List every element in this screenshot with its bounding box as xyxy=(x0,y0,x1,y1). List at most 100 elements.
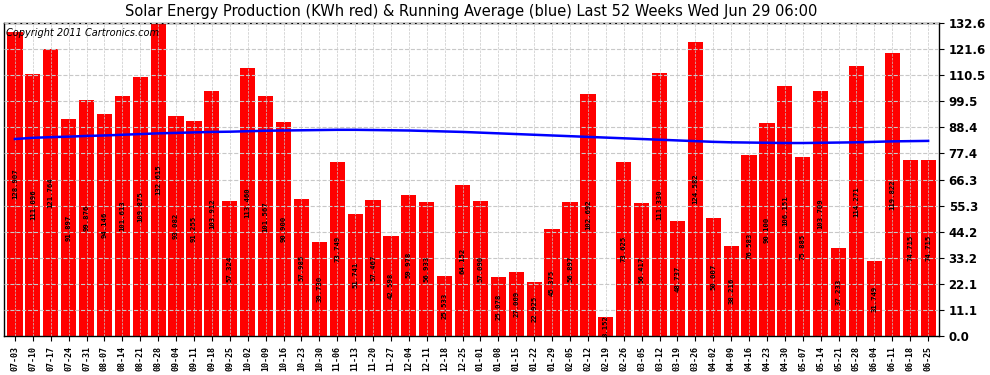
Bar xyxy=(867,261,882,336)
Text: 56.933: 56.933 xyxy=(424,256,430,282)
Text: 94.146: 94.146 xyxy=(101,212,108,238)
Text: 101.613: 101.613 xyxy=(120,201,126,231)
Text: 111.096: 111.096 xyxy=(30,190,36,220)
Text: 91.255: 91.255 xyxy=(191,215,197,242)
Text: 109.875: 109.875 xyxy=(138,191,144,222)
Bar xyxy=(79,100,94,336)
Bar xyxy=(813,91,829,336)
Text: 93.082: 93.082 xyxy=(173,213,179,239)
Bar xyxy=(241,68,255,336)
Text: 50.007: 50.007 xyxy=(710,264,716,290)
Bar xyxy=(61,119,76,336)
Bar xyxy=(795,157,811,336)
Text: 8.152: 8.152 xyxy=(603,315,609,338)
Text: 25.533: 25.533 xyxy=(442,293,447,319)
Bar xyxy=(25,74,41,336)
Bar xyxy=(921,160,936,336)
Bar xyxy=(527,282,542,336)
Text: 91.897: 91.897 xyxy=(65,214,71,241)
Bar xyxy=(473,201,488,336)
Text: Copyright 2011 Cartronics.com: Copyright 2011 Cartronics.com xyxy=(6,28,159,38)
Text: 102.692: 102.692 xyxy=(585,200,591,230)
Bar xyxy=(222,201,238,336)
Bar xyxy=(777,86,792,336)
Text: 64.152: 64.152 xyxy=(459,247,465,273)
Bar xyxy=(276,122,291,336)
Text: 51.741: 51.741 xyxy=(352,262,358,288)
Bar xyxy=(634,203,649,336)
Bar xyxy=(848,66,864,336)
Text: 57.090: 57.090 xyxy=(477,256,483,282)
Text: 114.271: 114.271 xyxy=(853,186,859,216)
Bar xyxy=(97,114,112,336)
Text: 90.900: 90.900 xyxy=(280,216,286,242)
Title: Solar Energy Production (KWh red) & Running Average (blue) Last 52 Weeks Wed Jun: Solar Energy Production (KWh red) & Runn… xyxy=(126,4,818,19)
Bar xyxy=(330,162,345,336)
Bar xyxy=(544,229,559,336)
Text: 111.330: 111.330 xyxy=(656,189,662,220)
Text: 57.324: 57.324 xyxy=(227,255,233,282)
Text: 75.885: 75.885 xyxy=(800,233,806,260)
Text: 101.567: 101.567 xyxy=(262,201,268,231)
Bar xyxy=(885,53,900,336)
Text: 37.233: 37.233 xyxy=(836,279,842,305)
Text: 90.100: 90.100 xyxy=(764,217,770,243)
Text: 27.009: 27.009 xyxy=(513,291,520,317)
Bar xyxy=(742,155,756,336)
Text: 121.764: 121.764 xyxy=(48,177,53,208)
Bar xyxy=(383,236,399,336)
Bar xyxy=(509,272,524,336)
Text: 128.907: 128.907 xyxy=(12,169,18,199)
Bar xyxy=(437,276,452,336)
Bar xyxy=(706,218,721,336)
Text: 73.749: 73.749 xyxy=(335,236,341,262)
Bar xyxy=(258,96,273,336)
Text: 48.737: 48.737 xyxy=(674,266,680,292)
Bar xyxy=(150,23,165,336)
Text: 119.822: 119.822 xyxy=(889,179,895,210)
Text: 132.615: 132.615 xyxy=(155,164,161,195)
Bar xyxy=(401,195,417,336)
Text: 42.598: 42.598 xyxy=(388,273,394,299)
Text: 73.625: 73.625 xyxy=(621,236,627,262)
Text: 22.925: 22.925 xyxy=(532,296,538,322)
Bar xyxy=(347,214,362,336)
Text: 76.583: 76.583 xyxy=(746,232,752,259)
Text: 56.897: 56.897 xyxy=(567,256,573,282)
Bar xyxy=(670,221,685,336)
Bar xyxy=(562,202,577,336)
Text: 39.730: 39.730 xyxy=(317,276,323,302)
Bar xyxy=(312,242,327,336)
Bar xyxy=(7,32,23,336)
Text: 31.749: 31.749 xyxy=(871,285,877,312)
Bar xyxy=(44,49,58,336)
Text: 74.715: 74.715 xyxy=(907,235,913,261)
Text: 59.978: 59.978 xyxy=(406,252,412,279)
Bar xyxy=(294,199,309,336)
Text: 74.715: 74.715 xyxy=(925,235,932,261)
Bar xyxy=(831,248,846,336)
Text: 57.467: 57.467 xyxy=(370,255,376,281)
Bar xyxy=(186,121,202,336)
Bar xyxy=(903,160,918,336)
Bar xyxy=(133,77,148,336)
Text: 103.912: 103.912 xyxy=(209,198,215,229)
Bar xyxy=(365,201,380,336)
Bar xyxy=(724,246,739,336)
Text: 124.582: 124.582 xyxy=(692,174,698,204)
Text: 113.460: 113.460 xyxy=(245,187,250,218)
Text: 45.375: 45.375 xyxy=(549,269,555,296)
Text: 106.151: 106.151 xyxy=(782,195,788,226)
Bar xyxy=(204,91,220,336)
Text: 103.709: 103.709 xyxy=(818,198,824,229)
Text: 99.876: 99.876 xyxy=(83,205,89,231)
Bar xyxy=(419,202,435,336)
Bar xyxy=(759,123,774,336)
Bar xyxy=(652,74,667,336)
Text: 25.078: 25.078 xyxy=(495,293,501,320)
Bar xyxy=(688,42,703,336)
Bar xyxy=(491,277,506,336)
Bar xyxy=(616,162,632,336)
Bar xyxy=(580,94,596,336)
Bar xyxy=(598,317,614,336)
